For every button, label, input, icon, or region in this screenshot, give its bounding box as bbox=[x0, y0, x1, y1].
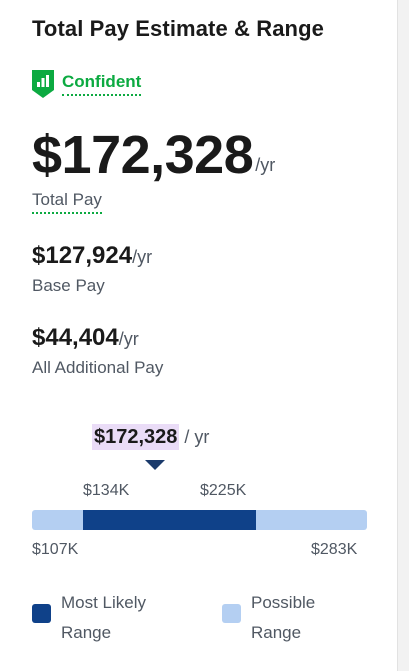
legend-possible-label-line1: Possible bbox=[251, 593, 316, 612]
additional-pay-label: All Additional Pay bbox=[32, 358, 164, 377]
base-pay-value: $127,924 bbox=[32, 242, 133, 269]
legend-likely-label: Most Likely Range bbox=[61, 588, 171, 648]
range-marker-unit: / yr bbox=[184, 426, 210, 447]
likely-range-bar bbox=[83, 510, 256, 530]
legend-possible-label-line2: Range bbox=[251, 623, 302, 642]
total-pay-value: $172,328 bbox=[32, 125, 254, 185]
base-pay-label: Base Pay bbox=[32, 276, 105, 295]
page-title: Total Pay Estimate & Range bbox=[32, 16, 324, 41]
legend-likely-label-line2: Range bbox=[61, 623, 112, 642]
possible-range-high: $283K bbox=[311, 541, 358, 558]
legend-likely-label-line1: Most Likely bbox=[61, 593, 147, 612]
range-marker: $172,328 / yr bbox=[92, 424, 209, 450]
marker-arrow-icon bbox=[145, 460, 165, 470]
likely-range-low: $134K bbox=[83, 482, 130, 499]
additional-pay-value: $44,404 bbox=[32, 324, 119, 351]
base-pay-section: $127,924/yr Base Pay bbox=[32, 242, 152, 296]
base-pay-unit: /yr bbox=[132, 247, 153, 267]
legend-possible-swatch bbox=[222, 604, 241, 623]
additional-pay-section: $44,404/yr All Additional Pay bbox=[32, 324, 163, 378]
pay-estimate-card: Total Pay Estimate & Range Confident $17… bbox=[0, 0, 398, 671]
likely-range-high: $225K bbox=[200, 482, 247, 499]
legend-most-likely: Most Likely Range bbox=[32, 588, 171, 648]
legend-possible: Possible Range bbox=[222, 588, 361, 648]
total-pay-unit: /yr bbox=[255, 155, 276, 175]
possible-range-bar bbox=[32, 510, 367, 530]
possible-range-low: $107K bbox=[32, 541, 79, 558]
legend-likely-swatch bbox=[32, 604, 51, 623]
total-pay-label[interactable]: Total Pay bbox=[32, 190, 102, 214]
confidence-indicator[interactable]: Confident bbox=[32, 70, 142, 98]
total-pay-amount: $172,328 /yr bbox=[32, 124, 275, 186]
range-marker-value: $172,328 bbox=[92, 424, 180, 450]
bar-chart-shield-icon bbox=[32, 70, 54, 98]
additional-pay-unit: /yr bbox=[118, 329, 139, 349]
legend-possible-label: Possible Range bbox=[251, 588, 361, 648]
confidence-label[interactable]: Confident bbox=[62, 72, 142, 96]
